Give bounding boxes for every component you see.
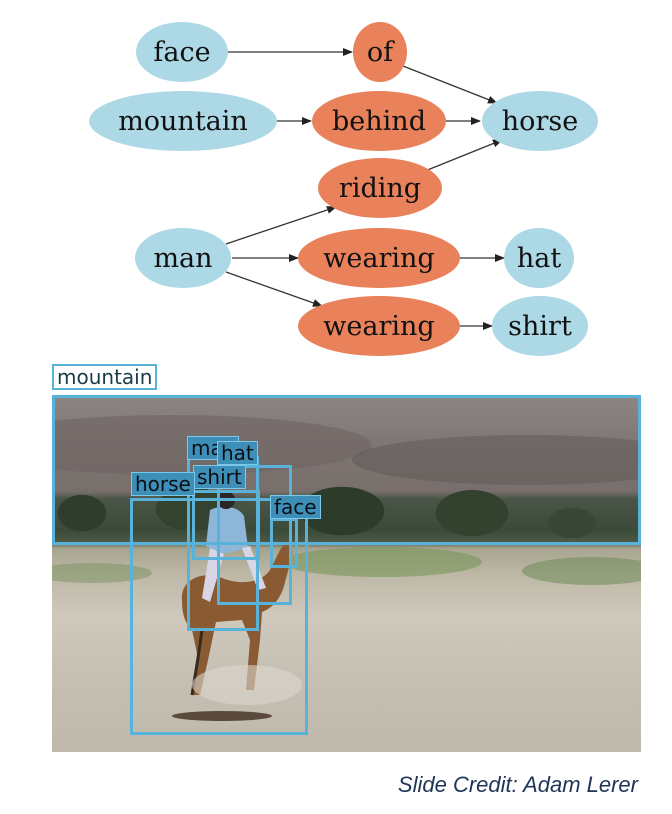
detection-label-face: face [270, 495, 321, 519]
slide-credit: Slide Credit: Adam Lerer [397, 772, 638, 797]
node-mountain: mountain [89, 91, 277, 151]
node-of: of [353, 22, 407, 82]
svg-text:wearing: wearing [323, 243, 434, 274]
svg-text:wearing: wearing [323, 311, 434, 342]
box-face [270, 518, 298, 568]
detection-photo: man hat shirt horse face [52, 395, 641, 752]
seaweed [172, 711, 272, 721]
node-wearing-hat: wearing [298, 228, 460, 288]
svg-text:of: of [367, 37, 395, 68]
node-face: face [136, 22, 228, 82]
vegetation [52, 563, 152, 583]
node-behind: behind [312, 91, 446, 151]
edge-of-horse [402, 65, 498, 104]
vegetation [522, 557, 641, 585]
edge-man-riding [225, 206, 337, 245]
detection-label-shirt: shirt [193, 465, 246, 489]
svg-text:hat: hat [517, 243, 561, 274]
vegetation [282, 547, 482, 577]
detection-label-hat: hat [217, 441, 258, 465]
svg-text:man: man [153, 243, 212, 274]
box-hat [217, 465, 292, 605]
node-wearing-shirt: wearing [298, 296, 460, 356]
svg-text:riding: riding [339, 173, 421, 204]
svg-text:shirt: shirt [508, 311, 572, 342]
svg-text:horse: horse [502, 106, 578, 137]
node-horse: horse [482, 91, 598, 151]
dust-cloud [192, 665, 302, 705]
node-riding: riding [318, 158, 442, 218]
node-shirt: shirt [492, 296, 588, 356]
edge-riding-horse [424, 139, 503, 172]
detection-label-horse: horse [131, 472, 195, 496]
node-hat: hat [504, 228, 574, 288]
box-mountain [52, 395, 641, 545]
node-man: man [135, 228, 231, 288]
box-shirt [192, 490, 260, 560]
svg-text:mountain: mountain [118, 106, 248, 137]
edge-man-wearing2 [225, 271, 323, 307]
svg-text:behind: behind [332, 106, 426, 137]
svg-text:face: face [153, 37, 210, 68]
detection-label-mountain: mountain [52, 364, 158, 390]
scene-graph: face of mountain behind horse riding man… [89, 22, 598, 356]
